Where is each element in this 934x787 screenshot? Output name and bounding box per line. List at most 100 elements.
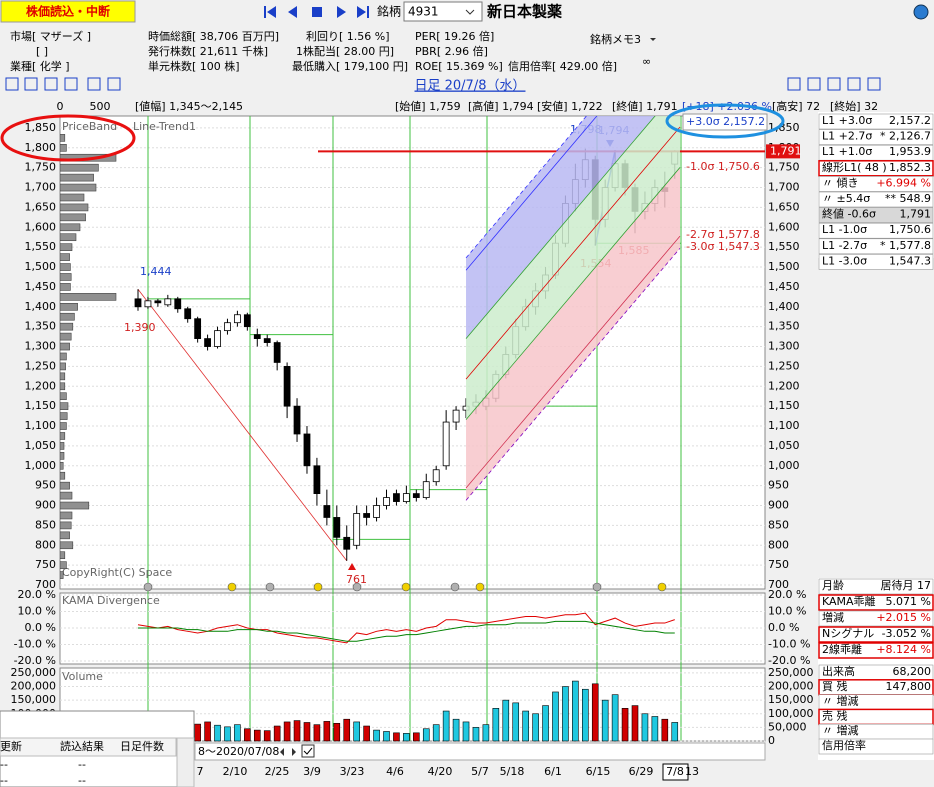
x-tick-label: 5/18 [500, 765, 525, 778]
code-select[interactable] [403, 1, 483, 22]
highlight-ellipse [0, 114, 136, 162]
last-button[interactable] [357, 6, 369, 18]
price-band-bar [60, 183, 97, 192]
price-band-bar [60, 452, 65, 460]
y-tick-label: 1,450 [25, 280, 57, 293]
side-row [818, 129, 934, 145]
tool-icon[interactable] [867, 77, 881, 91]
loader-cell: -- [0, 774, 8, 787]
panel-label: KAMA Divergence [62, 594, 160, 607]
range-checkbox[interactable] [301, 744, 315, 758]
first-button[interactable] [264, 6, 276, 18]
price-band-bar [60, 352, 67, 361]
stop-button[interactable] [312, 7, 322, 17]
y-tick-label: 200,000 [11, 680, 57, 693]
volume-bar [204, 721, 211, 742]
price-band-bar [60, 143, 67, 152]
price-band-bar [60, 342, 70, 351]
header-text: [安値] 1,722 [537, 99, 603, 113]
kama-line [138, 620, 675, 642]
header-text: [高値] 1,794 [468, 99, 534, 113]
prev-button[interactable] [288, 6, 297, 18]
y-tick-label: 700 [35, 578, 56, 591]
y-tick-label: 1,500 [768, 260, 800, 273]
clipped-layer [60, 116, 681, 579]
price-band-bar [60, 322, 74, 331]
y-tick-label: 1,750 [768, 161, 800, 174]
candle-body [224, 322, 231, 332]
loader-header-cell: 読込結果 [60, 739, 104, 753]
event-dot [401, 582, 411, 592]
volume-bar [452, 718, 460, 742]
loader-header [0, 737, 177, 757]
price-band-bar [60, 263, 71, 271]
load-button[interactable] [0, 0, 136, 23]
tool-icon[interactable] [44, 77, 58, 91]
tool-icon[interactable] [24, 77, 38, 91]
check [303, 747, 313, 755]
tool-icon[interactable] [64, 77, 78, 91]
price-band-bar [60, 203, 89, 212]
y-tick-label: 1,050 [768, 439, 800, 452]
loader-header-cell: 更新 [0, 739, 22, 753]
candle-body [283, 366, 291, 407]
volume-bar [502, 699, 510, 742]
event-dot [313, 582, 323, 592]
side-row [818, 222, 934, 239]
y-tick-label: 1,550 [25, 240, 57, 253]
y-tick-label: 750 [35, 558, 56, 571]
volume-bar [323, 721, 331, 742]
globe-icon[interactable] [913, 4, 929, 20]
price-band-bar [60, 163, 99, 172]
side-row [818, 191, 934, 208]
candle-body [204, 338, 211, 347]
side-label: 月齢 [822, 578, 844, 592]
loader-cell: -- [0, 758, 8, 771]
x-tick-label: 4/6 [386, 765, 404, 778]
side-label: 信用倍率 [822, 738, 866, 752]
annotation-box [682, 113, 768, 131]
event-dot [475, 582, 485, 592]
tool-icon[interactable] [107, 77, 121, 91]
tool-icon[interactable] [87, 77, 101, 91]
panel-label: CopyRight(C) Space [62, 566, 172, 579]
tool-icon[interactable] [5, 77, 19, 91]
volume-bar [363, 725, 370, 742]
side-label: 終値 -0.6σ [822, 207, 876, 221]
memo-button[interactable]: 銘柄メモ3 [590, 32, 641, 46]
volume-bar [383, 731, 390, 742]
volume-bar [512, 702, 520, 742]
volume-bar [244, 728, 251, 742]
price-band-bar [60, 372, 66, 381]
candle-body [393, 493, 400, 502]
side-row [818, 626, 934, 643]
volume-bar [601, 699, 609, 742]
tool-icons [5, 77, 881, 91]
y-tick-label: 1,650 [768, 200, 800, 213]
volume-bar [353, 721, 360, 742]
next-button[interactable] [337, 6, 346, 18]
side-label: Nシグナル [822, 626, 874, 640]
price-band-bar [60, 382, 66, 391]
candle-body [353, 513, 361, 546]
tool-icon[interactable] [807, 77, 821, 91]
loader-cell: -- [78, 774, 86, 787]
y-tick-label: 50,000 [768, 720, 807, 733]
range-arrows[interactable] [280, 748, 296, 756]
y-tick-label: 1,300 [25, 340, 57, 353]
tool-icon[interactable] [847, 77, 861, 91]
volume-bar [641, 713, 649, 742]
y-tick-label: 1,600 [768, 220, 800, 233]
panel-label: Volume [62, 670, 103, 683]
volume-bar [403, 733, 410, 742]
y-tick-label: 1,350 [768, 320, 800, 333]
side-value: 居待月 17 [881, 578, 932, 592]
info-text: PBR[ 2.96 倍] [415, 44, 488, 58]
candle-body [273, 342, 281, 363]
loader-scrollbar[interactable] [176, 737, 195, 787]
binocular-icon[interactable]: ∞ [642, 55, 651, 68]
y-tick-label: 1,100 [25, 419, 57, 432]
tool-icon[interactable] [787, 77, 801, 91]
tool-icon[interactable] [827, 77, 841, 91]
side-row [818, 610, 934, 627]
